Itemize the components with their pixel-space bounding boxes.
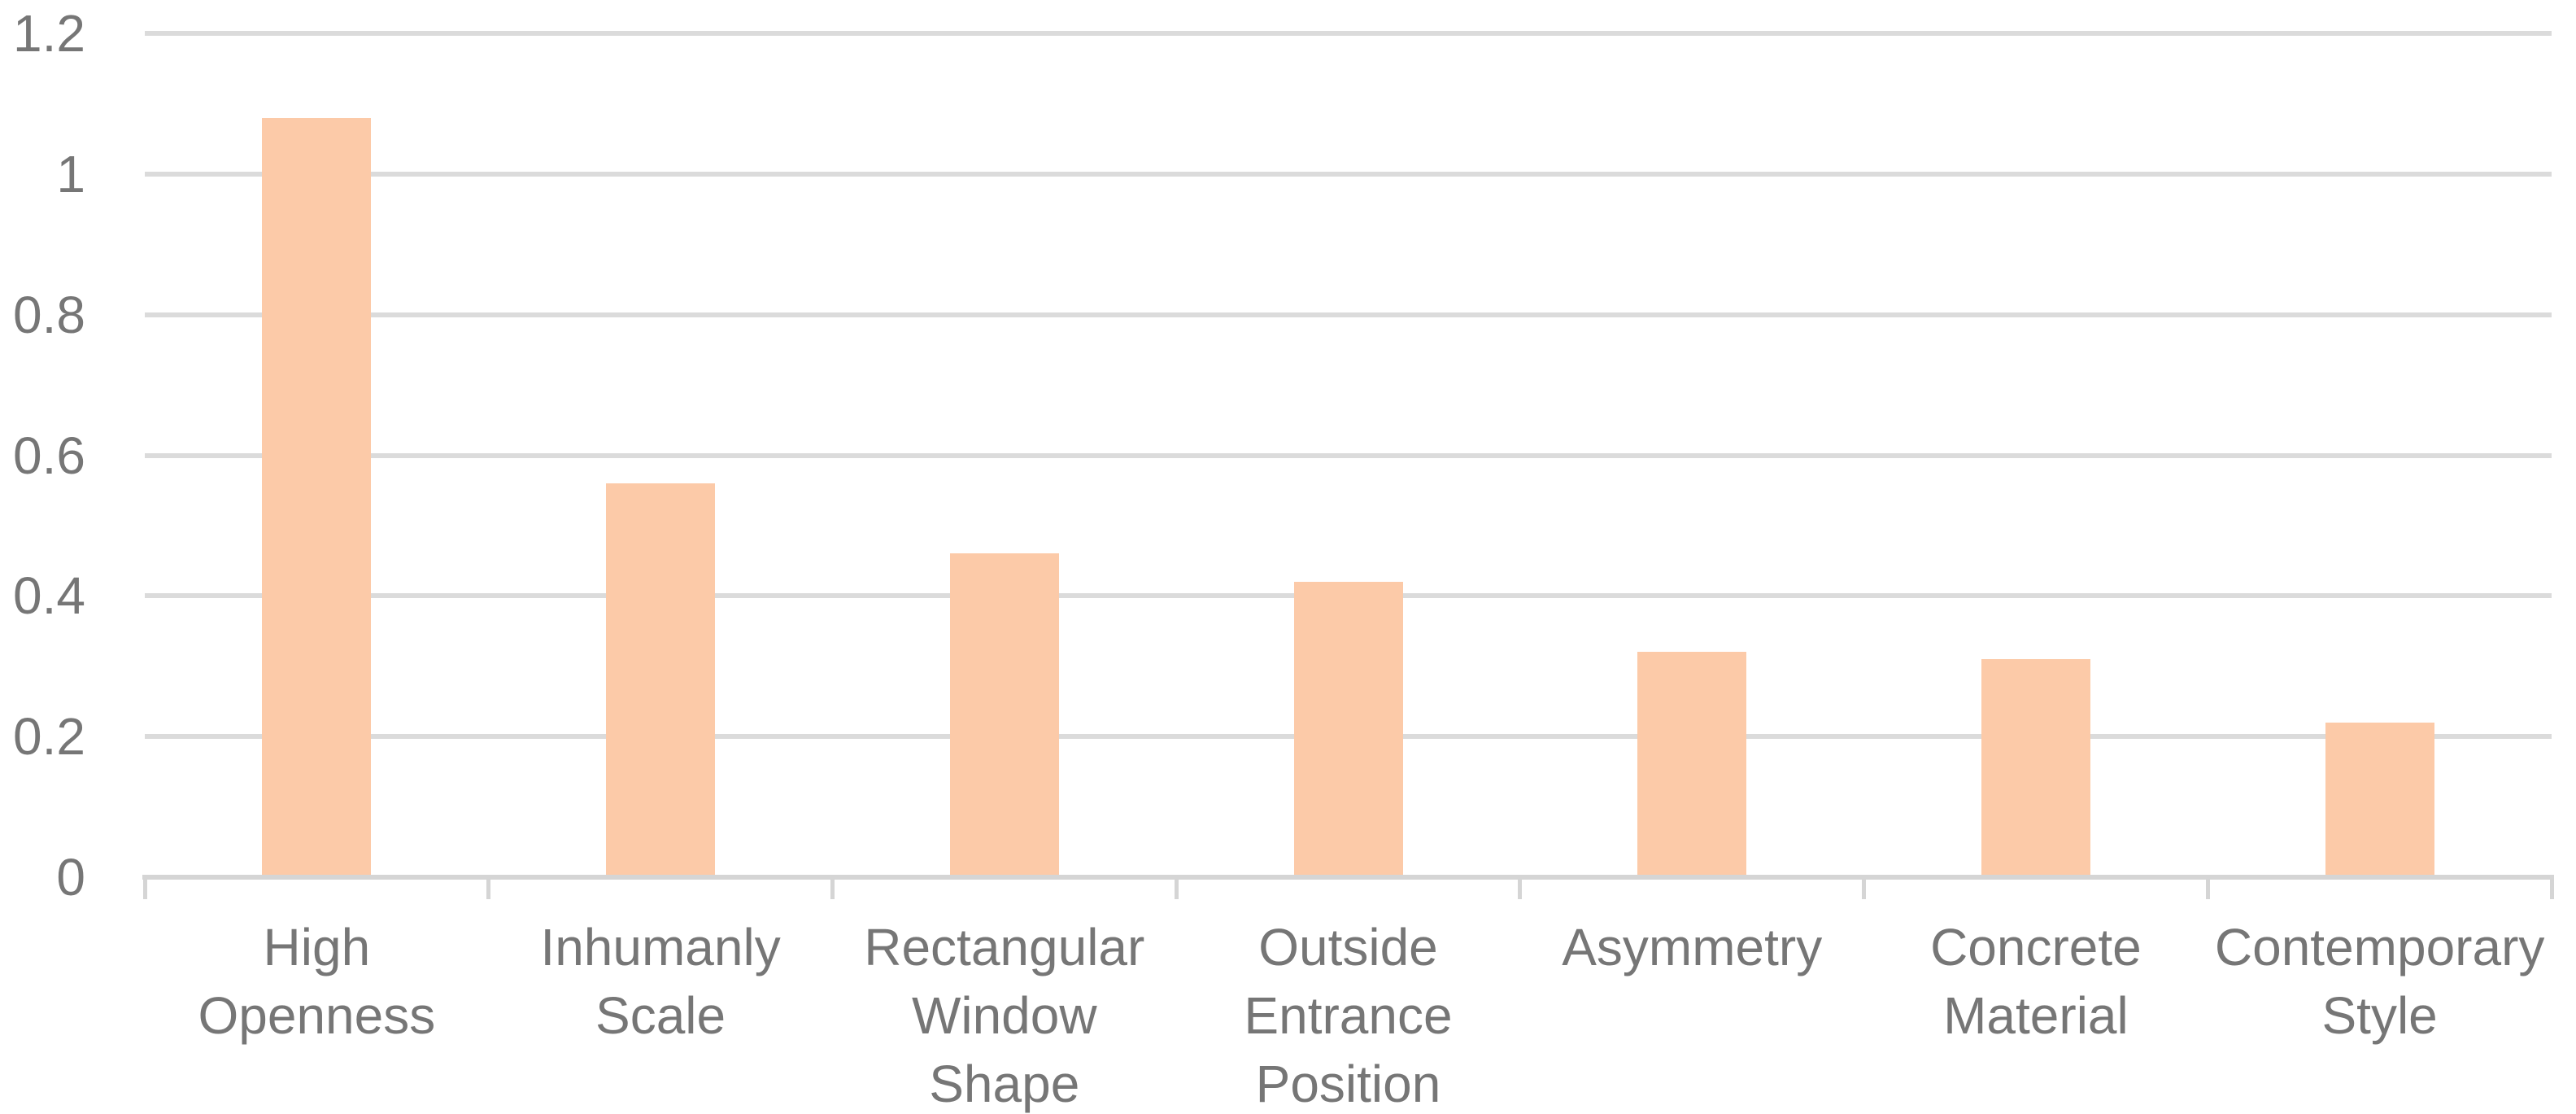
category-label-line: Style — [2321, 986, 2438, 1045]
x-axis-tick-mark — [142, 880, 147, 899]
x-axis-tick-mark — [486, 880, 491, 899]
category-label-line: Material — [1943, 986, 2129, 1045]
x-axis-tick-mark — [2205, 880, 2210, 899]
x-axis-tick-mark — [1174, 880, 1179, 899]
category-label-line: High — [263, 918, 371, 976]
category-label-line: Contemporary — [2214, 918, 2545, 976]
x-axis-category-label: Outside Entrance Position — [1176, 913, 1520, 1114]
bar-rectangular-window-shape — [949, 553, 1059, 877]
bar-concrete-material — [1981, 659, 2090, 877]
y-gridline — [145, 452, 2552, 458]
category-label-line: Window Shape — [911, 986, 1097, 1113]
x-axis-line — [142, 875, 2554, 880]
y-axis-tick-label: 1.2 — [13, 4, 85, 63]
category-label-line: Outside — [1258, 918, 1438, 976]
category-label-line: Position — [1255, 1055, 1441, 1113]
x-axis-category-label: High Openness — [145, 913, 489, 1050]
category-label-line: Inhumanly — [540, 918, 781, 976]
bar-outside-entrance-position — [1293, 582, 1403, 877]
category-label-line: Openness — [198, 986, 436, 1045]
x-axis-tick-mark — [2549, 880, 2554, 899]
y-axis-tick-label: 0 — [56, 848, 85, 906]
y-axis-tick-label: 0.4 — [13, 566, 85, 626]
y-gridline — [145, 31, 2552, 36]
category-label-line: Rectangular — [864, 918, 1145, 976]
x-axis-category-label: Rectangular Window Shape — [832, 913, 1176, 1114]
category-label-line: Entrance — [1244, 986, 1453, 1045]
bar-inhumanly-scale — [606, 483, 716, 877]
category-label-line: Asymmetry — [1562, 918, 1823, 976]
x-axis-category-label: Inhumanly Scale — [489, 913, 833, 1050]
bar-contemporary-style — [2325, 722, 2434, 877]
x-axis-tick-mark — [830, 880, 835, 899]
x-axis-category-label: Contemporary Style — [2208, 913, 2552, 1050]
y-gridline — [145, 171, 2552, 177]
x-axis-tick-mark — [1518, 880, 1523, 899]
y-axis-tick-label: 1 — [56, 144, 85, 203]
x-axis-tick-mark — [1862, 880, 1867, 899]
category-label-line: Scale — [595, 986, 726, 1045]
y-axis-tick-label: 0.8 — [13, 285, 85, 344]
y-axis-tick-label: 0.6 — [13, 426, 85, 485]
bar-high-openness — [262, 117, 372, 877]
y-axis-tick-label: 0.2 — [13, 707, 85, 767]
bar-asymmetry — [1637, 652, 1747, 877]
category-label-line: Concrete — [1930, 918, 2142, 976]
x-axis-category-label: Concrete Material — [1864, 913, 2208, 1050]
x-axis-category-label: Asymmetry — [1520, 913, 1864, 981]
y-gridline — [145, 312, 2552, 317]
